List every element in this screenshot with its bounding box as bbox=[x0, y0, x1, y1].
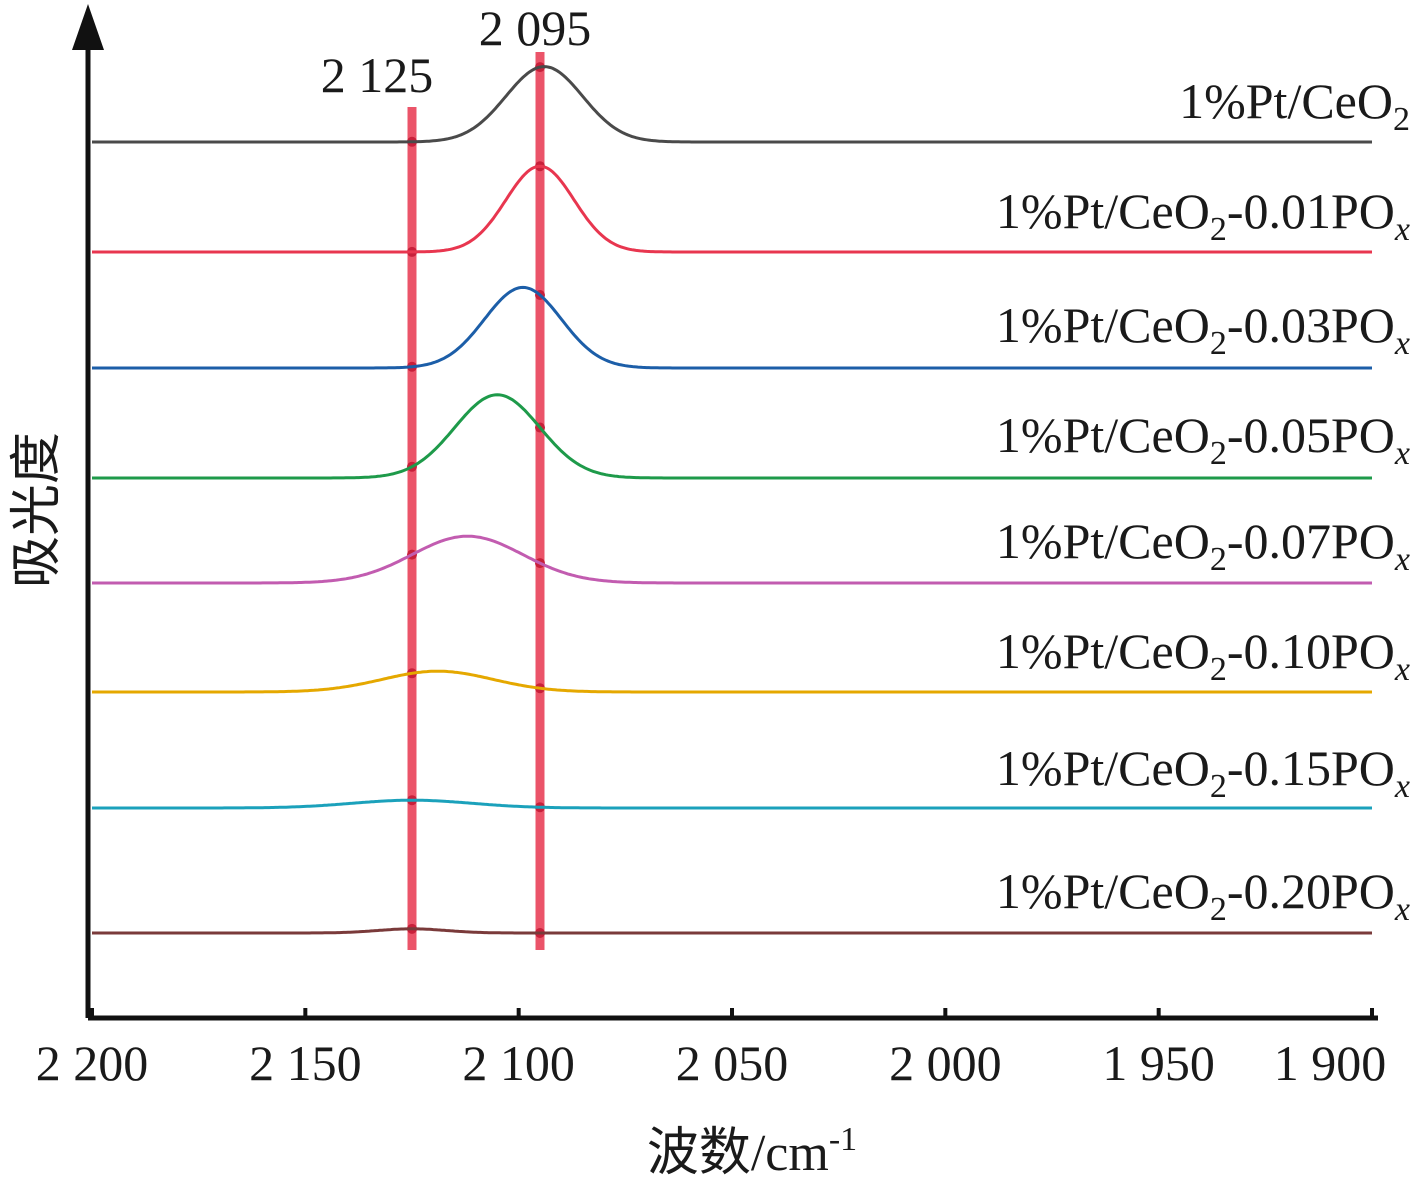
x-tick-label: 1 900 bbox=[1274, 1035, 1387, 1091]
series-line bbox=[92, 65, 1372, 144]
x-tick-label: 2 050 bbox=[676, 1035, 789, 1091]
reference-line-label: 2 125 bbox=[321, 47, 434, 103]
x-tick-label: 1 950 bbox=[1102, 1035, 1215, 1091]
x-axis-label: 波数/cm-1 bbox=[647, 1121, 857, 1181]
x-tick-label: 2 100 bbox=[462, 1035, 575, 1091]
y-axis-arrow bbox=[72, 4, 104, 50]
series-line bbox=[92, 927, 1372, 935]
series-curves bbox=[92, 65, 1372, 935]
series-line bbox=[92, 164, 1372, 254]
series-label: 1%Pt/CeO2-0.03POx bbox=[996, 297, 1410, 362]
series-label: 1%Pt/CeO2 bbox=[1179, 73, 1410, 138]
series-line bbox=[92, 285, 1372, 370]
series-label: 1%Pt/CeO2-0.05POx bbox=[996, 407, 1410, 472]
series-label: 1%Pt/CeO2-0.07POx bbox=[996, 513, 1410, 578]
x-ticks: 2 200 2 150 2 100 2 050 2 000 1 950 1 900 bbox=[36, 1008, 1387, 1091]
series-line bbox=[92, 798, 1372, 810]
series-label: 1%Pt/CeO2-0.10POx bbox=[996, 623, 1410, 688]
x-tick-label: 2 200 bbox=[36, 1035, 149, 1091]
x-tick-label: 2 150 bbox=[249, 1035, 362, 1091]
x-axis-label-superscript: -1 bbox=[829, 1121, 857, 1158]
reference-line-label: 2 095 bbox=[479, 0, 592, 56]
series-label: 1%Pt/CeO2-0.15POx bbox=[996, 740, 1410, 805]
series-label: 1%Pt/CeO2-0.01POx bbox=[996, 183, 1410, 248]
y-axis-label: 吸光度 bbox=[9, 432, 66, 588]
reference-lines: 2 125 2 095 bbox=[321, 0, 592, 950]
series-line bbox=[92, 534, 1372, 585]
series-labels: 1%Pt/CeO2 1%Pt/CeO2-0.01POx 1%Pt/CeO2-0.03… bbox=[996, 73, 1410, 928]
x-tick-label: 2 000 bbox=[889, 1035, 1002, 1091]
series-line bbox=[92, 393, 1372, 480]
series-label: 1%Pt/CeO2-0.20POx bbox=[996, 863, 1410, 928]
series-line bbox=[92, 669, 1372, 694]
